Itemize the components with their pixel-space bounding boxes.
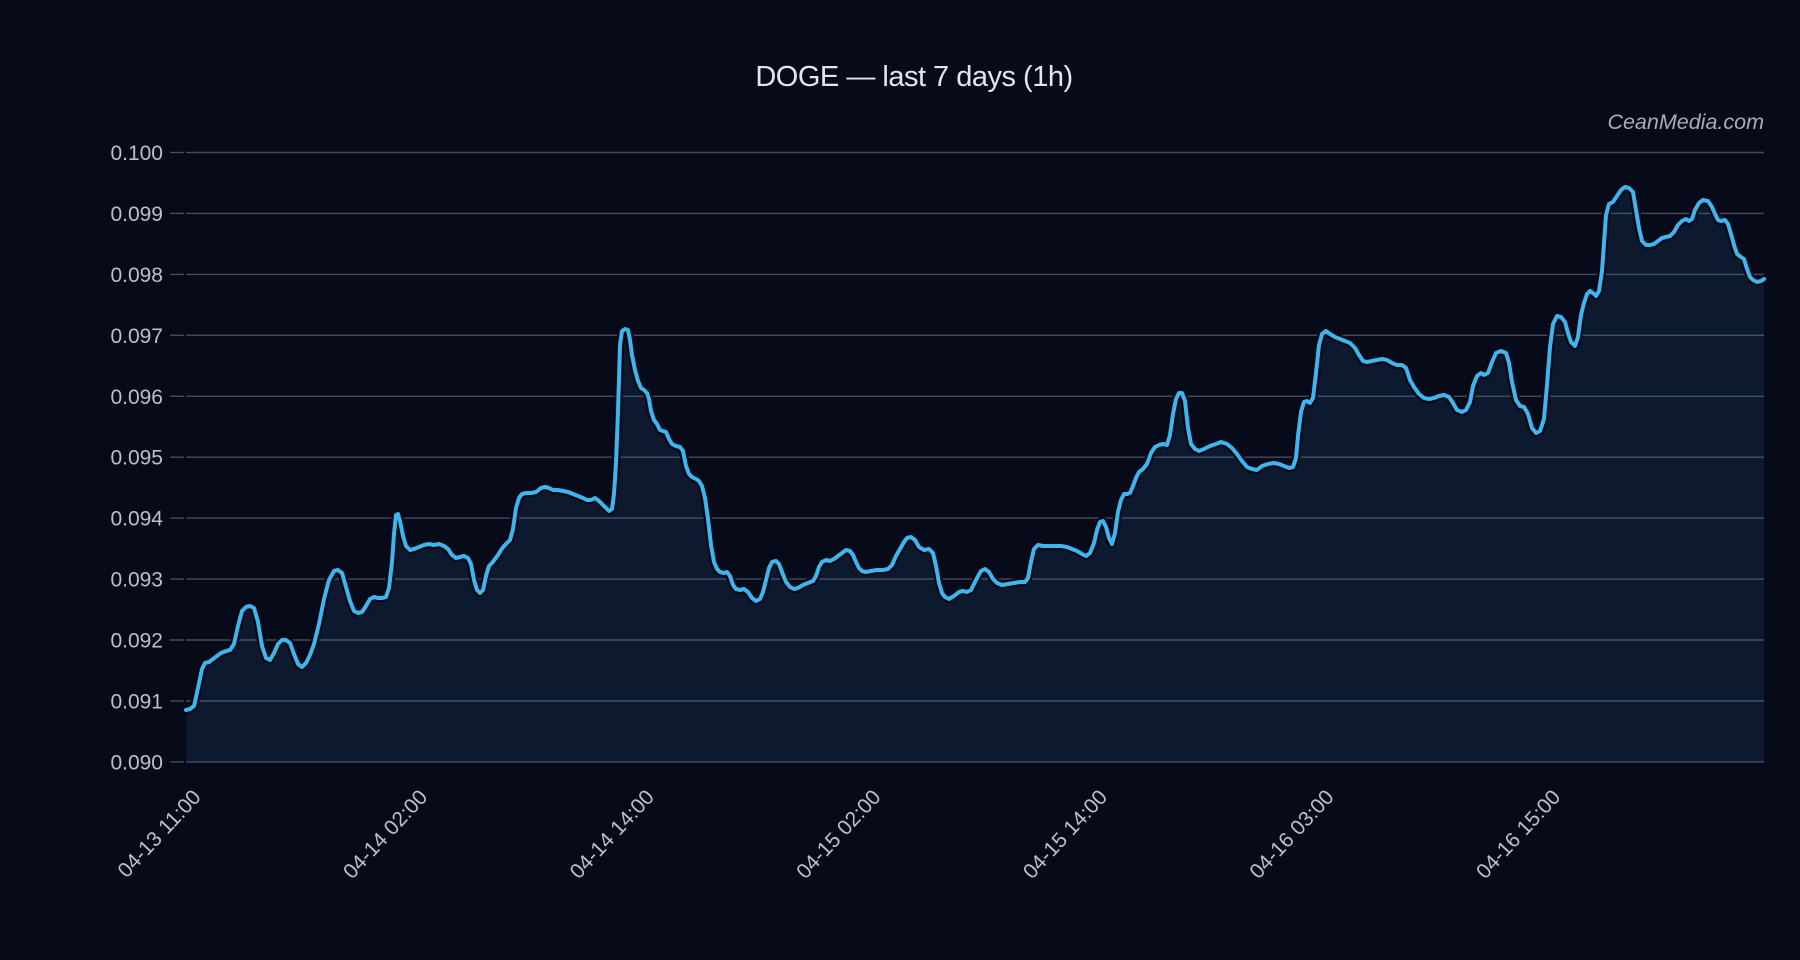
svg-text:0.099: 0.099 — [110, 203, 163, 226]
svg-text:0.096: 0.096 — [110, 386, 163, 409]
svg-text:0.090: 0.090 — [110, 751, 163, 774]
svg-text:0.097: 0.097 — [110, 325, 163, 348]
svg-text:0.100: 0.100 — [110, 142, 163, 165]
svg-text:DOGE — last 7 days (1h): DOGE — last 7 days (1h) — [755, 61, 1072, 93]
svg-text:CeanMedia.com: CeanMedia.com — [1607, 110, 1764, 134]
svg-text:0.093: 0.093 — [110, 569, 163, 592]
svg-text:0.091: 0.091 — [110, 691, 163, 714]
svg-text:0.094: 0.094 — [110, 508, 163, 531]
svg-text:0.092: 0.092 — [110, 630, 163, 653]
svg-text:0.098: 0.098 — [110, 264, 163, 287]
svg-text:0.095: 0.095 — [110, 447, 163, 470]
